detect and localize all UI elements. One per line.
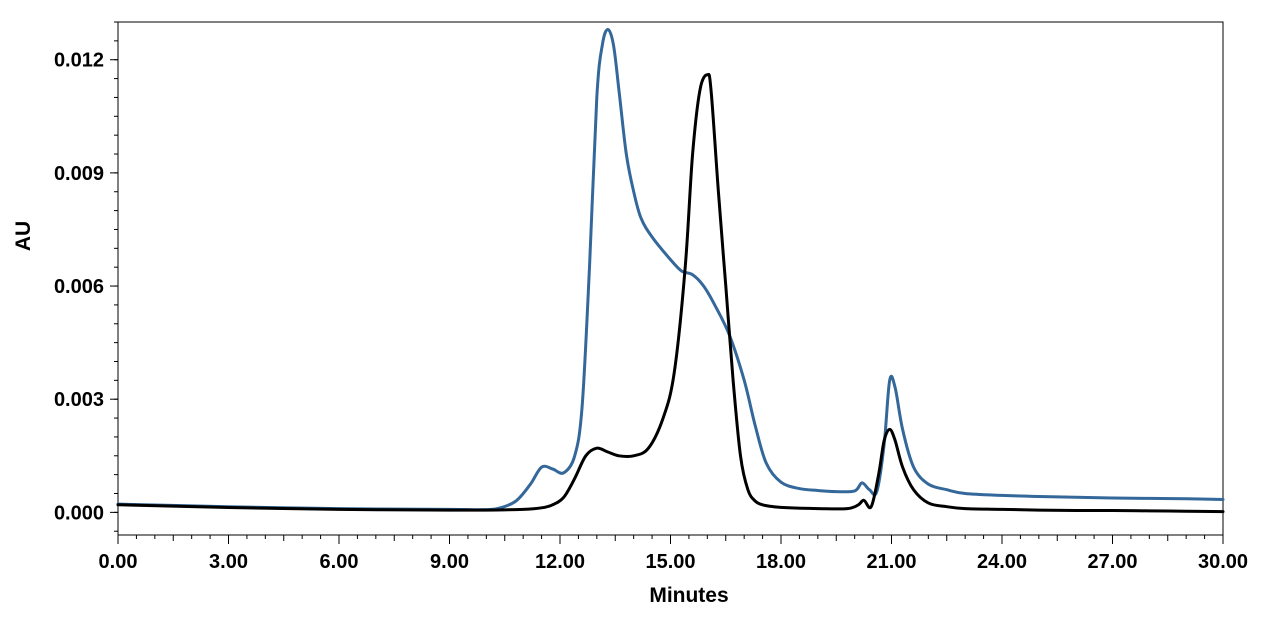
- x-tick-label: 9.00: [430, 551, 469, 573]
- y-tick-label: 0.012: [54, 50, 104, 72]
- x-tick-label: 21.00: [866, 551, 916, 573]
- series-line-blue: [116, 28, 1225, 512]
- y-tick-label: 0.003: [54, 389, 104, 411]
- series-layer: [116, 28, 1225, 514]
- y-tick-label: 0.009: [54, 163, 104, 185]
- y-axis: 0.000 0.003 0.006 0.009 0.012: [54, 50, 118, 524]
- series-line-black: [116, 72, 1225, 514]
- x-tick-label: 12.00: [535, 551, 585, 573]
- plot-frame: [117, 21, 1224, 536]
- y-tick-label: 0.006: [54, 276, 104, 298]
- y-tick-label: 0.000: [54, 502, 104, 524]
- y-axis-title: AU: [12, 221, 35, 251]
- x-tick-label: 6.00: [320, 551, 359, 573]
- x-tick-label: 27.00: [1087, 551, 1137, 573]
- x-tick-label: 18.00: [756, 551, 806, 573]
- y-minor-ticks: [114, 21, 118, 532]
- x-tick-label: 15.00: [645, 551, 695, 573]
- x-axis-title: Minutes: [649, 584, 728, 607]
- x-tick-label: 3.00: [209, 551, 248, 573]
- x-tick-label: 24.00: [977, 551, 1027, 573]
- x-tick-label: 30.00: [1198, 551, 1248, 573]
- x-axis: 0.00 3.00 6.00 9.00 12.00 15.00 18.00 21.00 24.0…: [99, 535, 1248, 573]
- x-tick-label: 0.00: [99, 551, 138, 573]
